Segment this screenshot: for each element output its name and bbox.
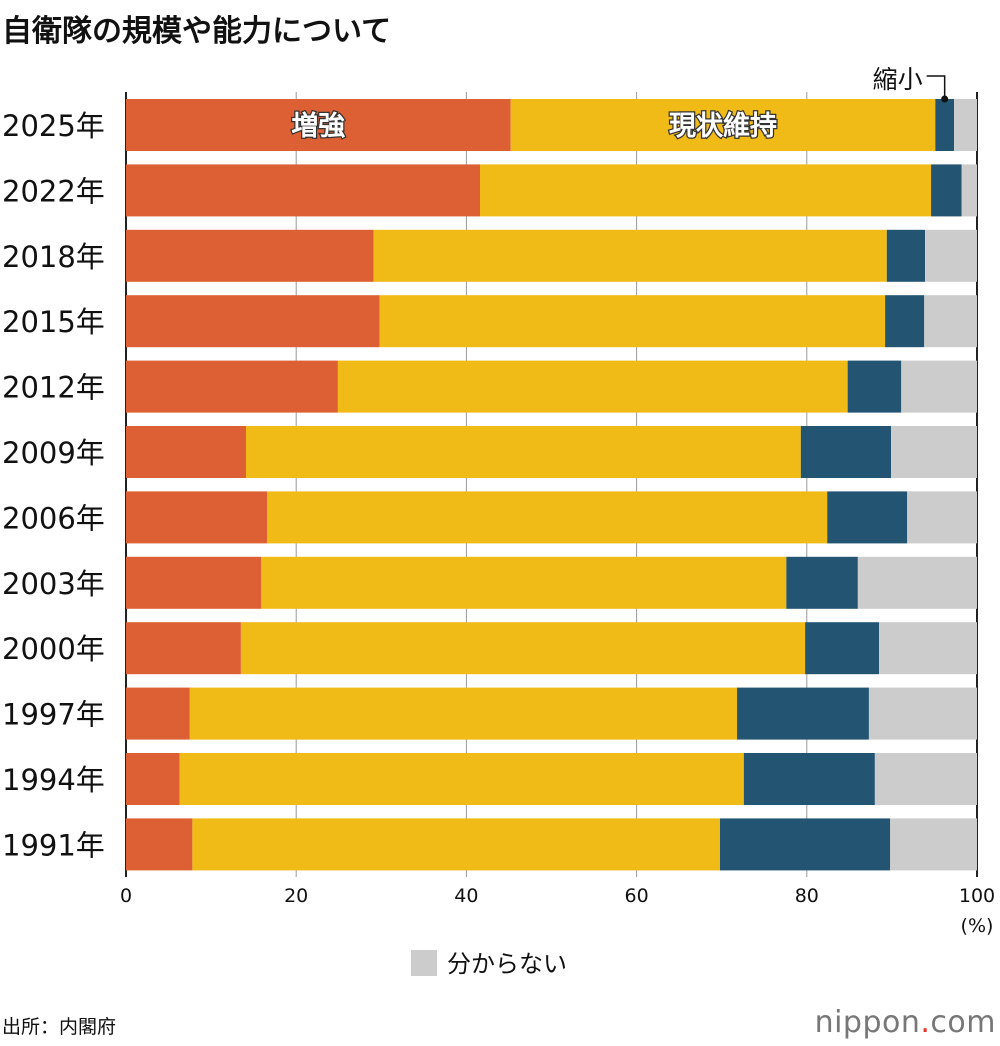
bar-segment <box>179 753 744 805</box>
legend-swatch <box>411 950 437 976</box>
y-category-label: 2025年 <box>2 109 105 143</box>
logo-name: nippon <box>814 1005 921 1040</box>
bar-segment <box>267 491 828 544</box>
x-tick-label: 40 <box>454 885 478 907</box>
bar-segment <box>337 360 848 413</box>
bar-segment <box>885 295 925 348</box>
bar-segment <box>373 229 887 282</box>
bar-segment <box>874 753 977 805</box>
bar-segment <box>719 818 891 871</box>
y-category-label: 2000年 <box>2 632 105 666</box>
bar-segment <box>240 622 806 675</box>
x-tick-label: 60 <box>625 885 649 907</box>
bar-segment <box>935 99 955 151</box>
y-category-label: 2009年 <box>2 436 105 470</box>
bar-segment <box>379 295 886 348</box>
leader-dot <box>941 95 949 103</box>
bar-segment <box>126 622 241 675</box>
y-category-label: 1997年 <box>2 698 105 732</box>
bar-segment <box>901 360 977 413</box>
x-tick-label: 100 <box>959 885 995 907</box>
bar-segment <box>126 426 246 478</box>
leader-line <box>926 75 946 99</box>
bar-segment <box>743 753 875 805</box>
bar-segment <box>126 164 481 217</box>
bar-segment <box>126 818 193 871</box>
bar-segment <box>192 818 720 871</box>
bar-segment <box>931 164 962 217</box>
stacked-bar-chart: 0 20 40 60 80 100 (%) 2025年 2022年 2018年 2015年 2012年… <box>2 65 995 978</box>
bar-segment <box>261 556 787 609</box>
bar-segment <box>961 164 977 217</box>
nippon-logo: nippon.com <box>815 1005 996 1040</box>
bar-segment <box>126 99 511 151</box>
bar-segment <box>126 295 380 348</box>
bar-segment <box>126 556 262 609</box>
bar-segment <box>510 99 936 151</box>
bar-segment <box>924 295 977 348</box>
bar-segment <box>126 687 190 740</box>
bar-segment <box>891 426 977 478</box>
bar-segment <box>126 753 180 805</box>
bar-segment <box>480 164 932 217</box>
y-category-label: 1991年 <box>2 828 105 862</box>
bar-segment <box>847 360 902 413</box>
y-category-label: 2012年 <box>2 371 105 405</box>
x-tick-label: 0 <box>120 885 132 907</box>
y-category-label: 1994年 <box>2 763 105 797</box>
bar-segment <box>857 556 977 609</box>
y-category-label: 2003年 <box>2 567 105 601</box>
bar-segment <box>126 360 338 413</box>
bar-segment <box>126 229 374 282</box>
series-label: 縮小 <box>873 65 923 94</box>
bar-segment <box>827 491 908 544</box>
y-category-label: 2018年 <box>2 240 105 274</box>
x-tick-label: 20 <box>284 885 308 907</box>
series-label: 増強 <box>291 110 345 142</box>
bar-segment <box>886 229 926 282</box>
x-tick-label: 80 <box>795 885 819 907</box>
bar-segment <box>868 687 977 740</box>
x-unit-label: (%) <box>961 915 994 937</box>
bar-segment <box>805 622 880 675</box>
legend-label: 分からない <box>447 950 567 978</box>
bar-segment <box>954 99 977 151</box>
bar-segment <box>890 818 977 871</box>
bar-segment <box>786 556 858 609</box>
series-label: 現状維持 <box>669 111 777 142</box>
chart-title: 自衛隊の規模や能力について <box>2 14 392 49</box>
logo-tld: com <box>930 1005 996 1040</box>
y-category-label: 2022年 <box>2 174 105 208</box>
bar-segment <box>737 687 869 740</box>
bar-segment <box>879 622 977 675</box>
y-category-label: 2015年 <box>2 305 105 339</box>
bar-segment <box>189 687 738 740</box>
bar-segment <box>800 426 892 478</box>
bar-segment <box>245 426 801 478</box>
bar-segment <box>925 229 977 282</box>
logo-dot: . <box>920 1005 931 1040</box>
bar-segment <box>907 491 977 544</box>
source-note: 出所：内閣府 <box>2 1016 117 1038</box>
y-category-label: 2006年 <box>2 501 105 535</box>
bar-segment <box>126 491 268 544</box>
